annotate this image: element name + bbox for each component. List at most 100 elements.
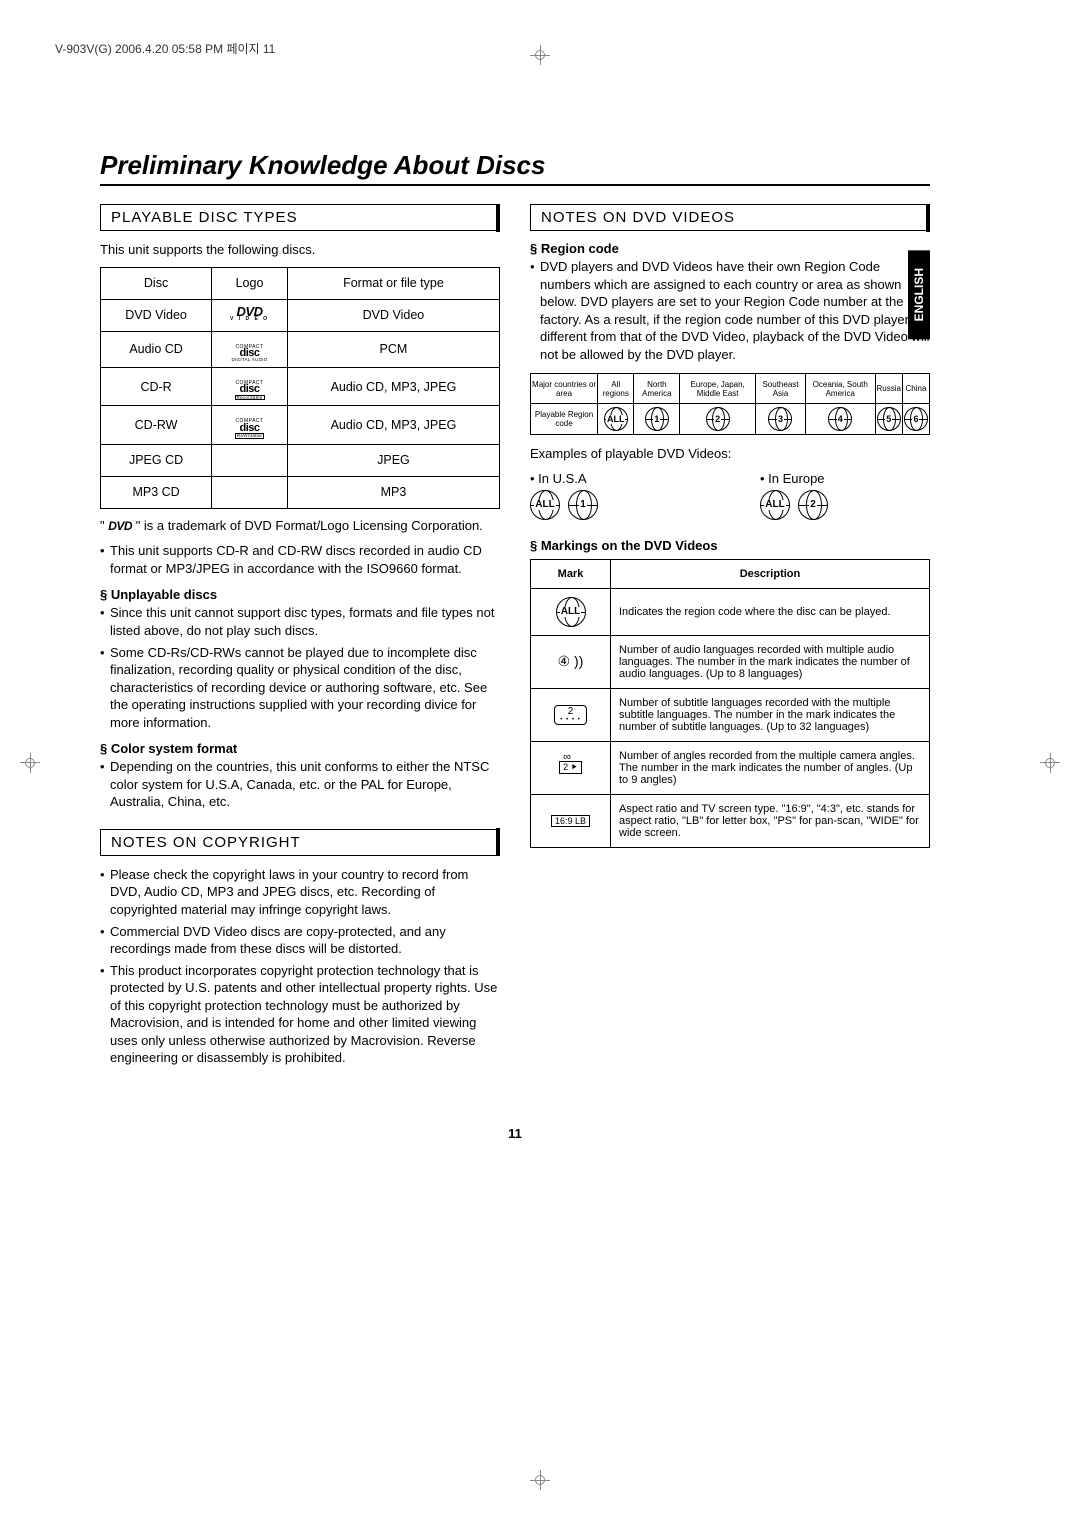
mark-cell-audio: ④ ))	[531, 635, 611, 688]
subhead-color-system: § Color system format	[100, 741, 500, 756]
registration-mark-top	[530, 45, 550, 65]
registration-mark-left	[20, 753, 40, 773]
region-code-cell: 3	[755, 404, 805, 435]
disc-th-logo: Logo	[212, 267, 288, 299]
region-code-cell: 5	[875, 404, 902, 435]
mark-th-mark: Mark	[531, 559, 611, 588]
dvd-logo-icon: DVDV I D E O	[230, 307, 269, 321]
subhead-region-code: § Region code	[530, 241, 930, 256]
page-number: 11	[508, 1126, 522, 1141]
globe-icon: 5	[877, 407, 901, 431]
dvd-logo-inline-icon: DVD	[108, 522, 132, 532]
trademark-note: " DVD " is a trademark of DVD Format/Log…	[100, 517, 500, 535]
section-copyright: NOTES ON COPYRIGHT	[100, 829, 500, 856]
subhead-unplayable: § Unplayable discs	[100, 587, 500, 602]
region-table: Major countries or area All regions Nort…	[530, 373, 930, 435]
mark-desc: Aspect ratio and TV screen type. "16:9",…	[611, 794, 930, 847]
disc-cell: CD-RW	[101, 406, 212, 444]
page-title: Preliminary Knowledge About Discs	[100, 150, 930, 186]
language-tab: ENGLISH	[908, 250, 930, 339]
globe-icon: ALL	[530, 490, 560, 520]
globe-icon: 4	[828, 407, 852, 431]
globe-icon: 1	[568, 490, 598, 520]
section-dvd-notes: NOTES ON DVD VIDEOS	[530, 204, 930, 231]
format-cell: Audio CD, MP3, JPEG	[287, 406, 499, 444]
disc-th-format: Format or file type	[287, 267, 499, 299]
format-cell: JPEG	[287, 444, 499, 476]
bullet-copyright-3: •This product incorporates copyright pro…	[100, 962, 500, 1067]
format-cell: PCM	[287, 331, 499, 367]
logo-cell: DVDV I D E O	[212, 299, 288, 331]
registration-mark-right	[1040, 753, 1060, 773]
aspect-icon: 16:9 LB	[551, 815, 590, 827]
examples-label: Examples of playable DVD Videos:	[530, 445, 930, 463]
example-usa-label: • In U.S.A	[530, 471, 700, 486]
region-code-cell: 6	[902, 404, 929, 435]
region-head-7: China	[902, 374, 929, 404]
right-column: NOTES ON DVD VIDEOS § Region code •DVD p…	[530, 204, 930, 1071]
mark-table: Mark Description ALL Indicates the regio…	[530, 559, 930, 848]
globe-icon: ALL	[604, 407, 628, 431]
region-code-cell: 2	[680, 404, 756, 435]
region-row-label: Playable Region code	[531, 404, 598, 435]
logo-cell: COMPACTdiscReWritable	[212, 406, 288, 444]
cd-da-logo-icon: COMPACTdiscDIGITAL AUDIO	[231, 345, 267, 362]
bullet-unplayable-2: •Some CD-Rs/CD-RWs cannot be played due …	[100, 644, 500, 732]
mark-desc: Indicates the region code where the disc…	[611, 588, 930, 635]
mark-cell-angle: 2 ⯈	[531, 741, 611, 794]
mark-desc: Number of subtitle languages recorded wi…	[611, 688, 930, 741]
disc-cell: JPEG CD	[101, 444, 212, 476]
section-playable-disc-types: PLAYABLE DISC TYPES	[100, 204, 500, 231]
bullet-copyright-2: •Commercial DVD Video discs are copy-pro…	[100, 923, 500, 958]
globe-icon: 6	[904, 407, 928, 431]
angle-icon: 2 ⯈	[559, 761, 582, 774]
subtitle-icon: 2• • • •	[554, 705, 586, 725]
page-content: ENGLISH Preliminary Knowledge About Disc…	[100, 150, 930, 1071]
mark-desc: Number of angles recorded from the multi…	[611, 741, 930, 794]
format-cell: DVD Video	[287, 299, 499, 331]
globe-icon: 1	[645, 407, 669, 431]
globe-icon: ALL	[760, 490, 790, 520]
globe-icon: 3	[768, 407, 792, 431]
audio-lang-icon: ④ ))	[558, 653, 584, 670]
region-head-0: Major countries or area	[531, 374, 598, 404]
region-head-1: All regions	[598, 374, 634, 404]
disc-cell: CD-R	[101, 367, 212, 405]
region-head-4: Southeast Asia	[755, 374, 805, 404]
region-head-6: Russia	[875, 374, 902, 404]
intro-text: This unit supports the following discs.	[100, 241, 500, 259]
print-header: V-903V(G) 2006.4.20 05:58 PM 페이지 11	[55, 40, 275, 57]
globe-icon: 2	[798, 490, 828, 520]
globe-icon: 2	[706, 407, 730, 431]
bullet-region-code: •DVD players and DVD Videos have their o…	[530, 258, 930, 363]
mark-desc: Number of audio languages recorded with …	[611, 635, 930, 688]
mark-cell-aspect: 16:9 LB	[531, 794, 611, 847]
disc-cell: Audio CD	[101, 331, 212, 367]
cd-r-logo-icon: COMPACTdiscRecordable	[235, 381, 265, 400]
registration-mark-bottom	[530, 1470, 550, 1490]
logo-cell: COMPACTdiscRecordable	[212, 367, 288, 405]
left-column: PLAYABLE DISC TYPES This unit supports t…	[100, 204, 500, 1071]
cd-rw-logo-icon: COMPACTdiscReWritable	[235, 419, 264, 438]
region-code-cell: 4	[806, 404, 876, 435]
example-europe-label: • In Europe	[760, 471, 930, 486]
bullet-unplayable-1: •Since this unit cannot support disc typ…	[100, 604, 500, 639]
mark-cell-subtitle: 2• • • •	[531, 688, 611, 741]
mark-cell-globe: ALL	[531, 588, 611, 635]
region-head-2: North America	[634, 374, 680, 404]
disc-th-disc: Disc	[101, 267, 212, 299]
disc-cell: DVD Video	[101, 299, 212, 331]
disc-cell: MP3 CD	[101, 476, 212, 508]
format-cell: Audio CD, MP3, JPEG	[287, 367, 499, 405]
logo-cell: COMPACTdiscDIGITAL AUDIO	[212, 331, 288, 367]
region-head-5: Oceania, South America	[806, 374, 876, 404]
globe-all-icon: ALL	[556, 597, 586, 627]
bullet-copyright-1: •Please check the copyright laws in your…	[100, 866, 500, 919]
region-code-cell: ALL	[598, 404, 634, 435]
bullet-iso9660: •This unit supports CD-R and CD-RW discs…	[100, 542, 500, 577]
disc-table: Disc Logo Format or file type DVD Video …	[100, 267, 500, 509]
logo-cell	[212, 476, 288, 508]
logo-cell	[212, 444, 288, 476]
bullet-color-system: •Depending on the countries, this unit c…	[100, 758, 500, 811]
region-code-cell: 1	[634, 404, 680, 435]
